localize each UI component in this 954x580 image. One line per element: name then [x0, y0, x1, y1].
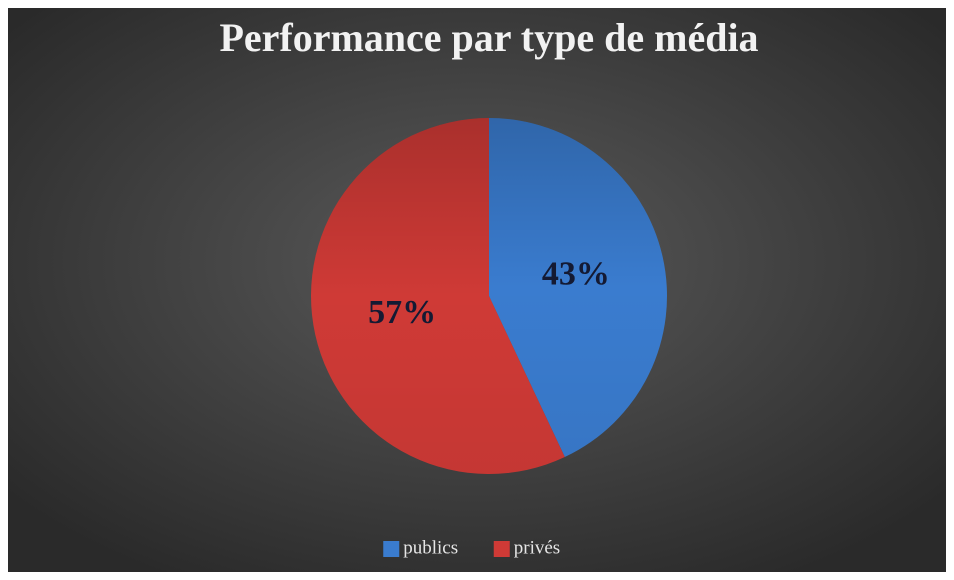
legend-swatch — [493, 541, 510, 557]
data-label: 57% — [368, 294, 436, 331]
slice-shading — [489, 118, 667, 458]
data-label: 43% — [542, 255, 610, 292]
pie: 43% 57% — [310, 118, 667, 475]
chart-title: Performance par type de média — [219, 15, 758, 60]
legend-label: publics — [403, 537, 458, 558]
slice-shading — [310, 118, 565, 475]
legend-label: privés — [514, 537, 560, 558]
legend-swatch — [383, 541, 400, 557]
legend: publics privés — [383, 537, 560, 558]
